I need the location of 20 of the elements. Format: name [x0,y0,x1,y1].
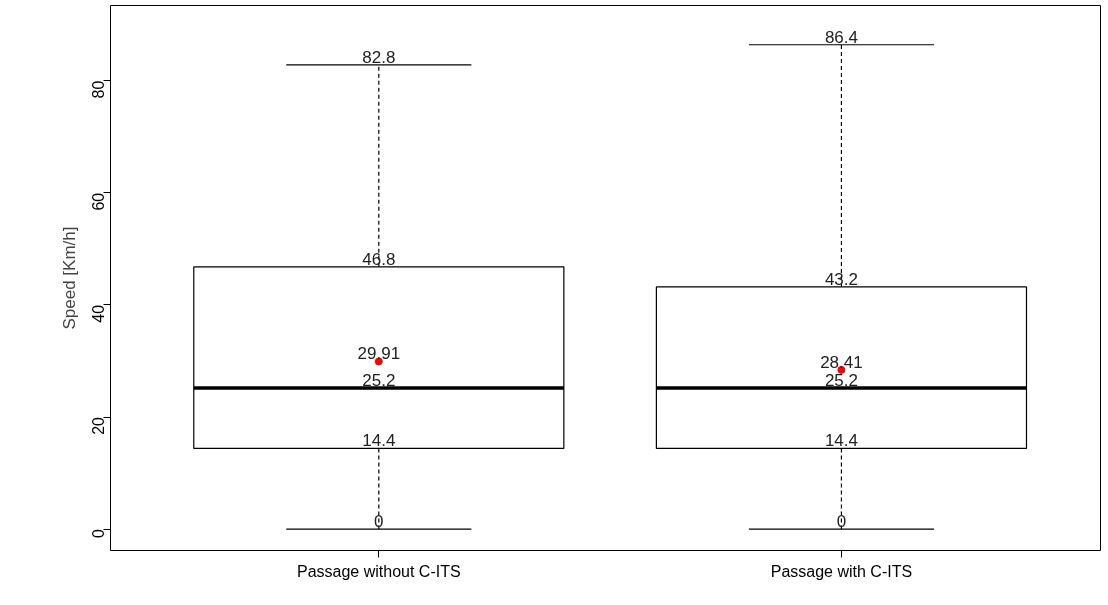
annotation: 82.8 [362,47,396,67]
annotation: 25.2 [362,370,396,390]
y-tick-label: 20 [90,416,108,435]
annotation: 14.4 [362,431,396,451]
x-tick-label: Passage without C-ITS [297,562,461,580]
y-axis-title: Speed [Km/h] [59,226,79,330]
data-label: 28.41 [820,352,863,372]
y-tick-label: 80 [90,80,108,99]
data-label: 29.91 [357,344,401,364]
annotation: 0 [836,512,847,532]
annotation: 43.2 [824,269,858,289]
annotation: 46.8 [362,249,396,269]
y-tick-label: 0 [90,529,108,539]
annotation: 0 [374,512,384,532]
y-tick-label: 40 [90,304,108,323]
y-tick-label: 60 [90,192,108,211]
annotation: 25.2 [824,370,858,390]
annotation: 86.4 [824,27,858,47]
x-tick-label: Passage with C-ITS [770,562,913,580]
annotation: 14.4 [824,431,858,451]
